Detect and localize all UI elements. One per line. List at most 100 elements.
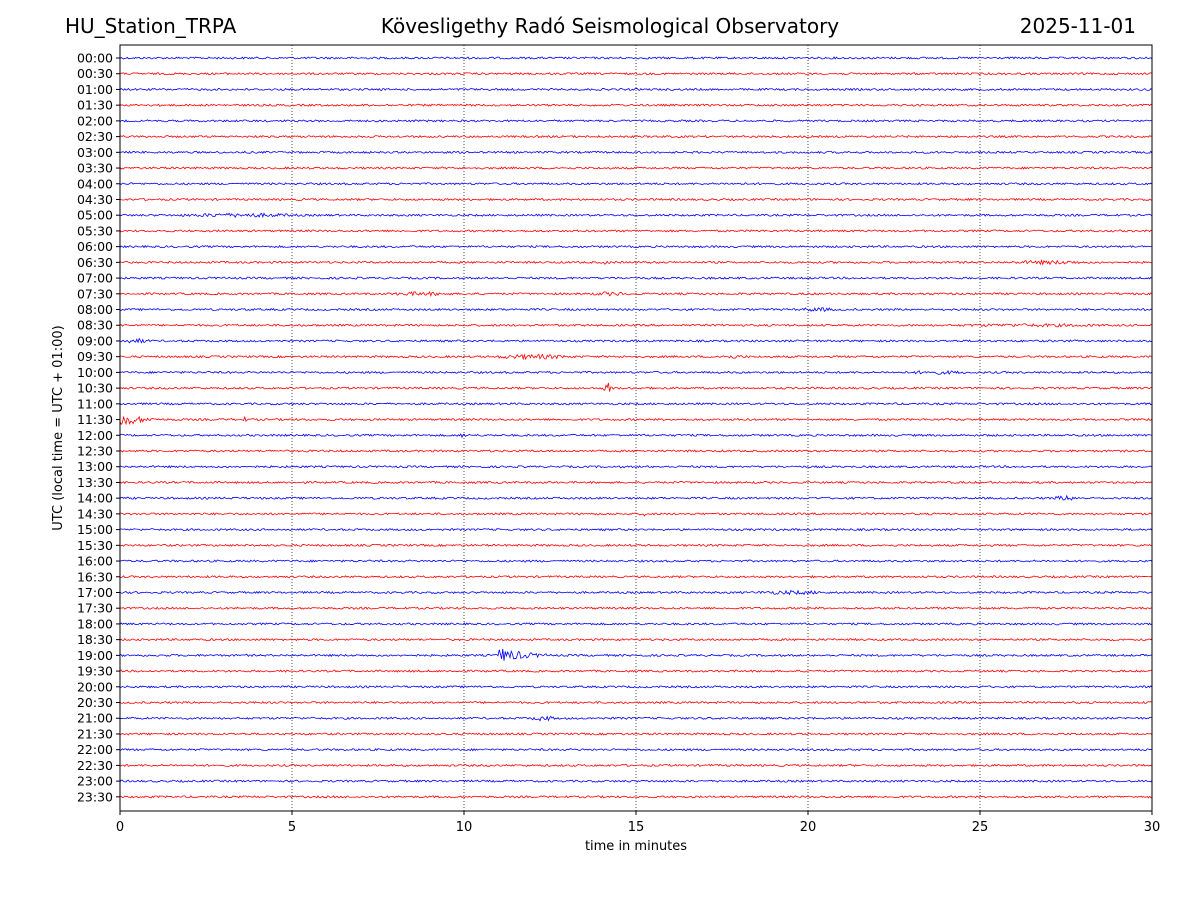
y-tick-label: 15:30 — [77, 538, 113, 553]
observatory-title: Kövesligethy Radó Seismological Observat… — [380, 14, 840, 38]
trace-2100 — [119, 715, 1153, 722]
y-tick-label: 11:00 — [77, 396, 113, 411]
trace-2130 — [119, 732, 1153, 736]
y-tick-label: 07:00 — [77, 271, 113, 286]
trace-0130 — [119, 103, 1153, 107]
y-tick-label: 19:30 — [77, 664, 113, 679]
trace-1730 — [119, 606, 1153, 610]
trace-0930 — [119, 353, 1153, 361]
trace-1000 — [119, 369, 1153, 375]
y-tick-label: 13:30 — [77, 475, 113, 490]
y-tick-label: 21:30 — [77, 726, 113, 741]
y-tick-label: 04:30 — [77, 192, 113, 207]
x-tick-label: 25 — [972, 820, 989, 835]
trace-0600 — [119, 244, 1153, 249]
trace-1830 — [119, 637, 1153, 642]
trace-0730 — [119, 290, 1153, 297]
y-tick-label: 18:30 — [77, 632, 113, 647]
trace-0500 — [119, 212, 1153, 219]
y-tick-label: 23:30 — [77, 789, 113, 804]
y-tick-label: 20:00 — [77, 679, 113, 694]
trace-0530 — [119, 229, 1153, 233]
y-tick-label: 18:00 — [77, 616, 113, 631]
trace-1930 — [119, 669, 1153, 673]
x-tick-label: 15 — [628, 820, 645, 835]
trace-0630 — [119, 259, 1153, 266]
y-tick-label: 04:00 — [77, 176, 113, 191]
trace-0400 — [119, 182, 1153, 186]
trace-2230 — [119, 763, 1153, 768]
y-tick-label: 13:00 — [77, 459, 113, 474]
y-tick-label: 20:30 — [77, 695, 113, 710]
x-axis-label: time in minutes — [585, 839, 687, 854]
trace-2000 — [119, 685, 1153, 689]
gridlines — [291, 45, 981, 811]
y-tick-label: 14:00 — [77, 491, 113, 506]
trace-0830 — [119, 323, 1153, 328]
station-name: HU_Station_TRPA — [65, 14, 237, 38]
y-tick-label: 11:30 — [77, 412, 113, 427]
y-tick-label: 01:30 — [77, 98, 113, 113]
trace-1130 — [119, 415, 1153, 426]
trace-1230 — [119, 449, 1153, 453]
x-ticks: 0 5 10 15 20 25 30 — [116, 811, 1160, 835]
y-tick-label: 10:30 — [77, 381, 113, 396]
trace-0900 — [119, 337, 1153, 344]
y-tick-label: 08:00 — [77, 302, 113, 317]
y-tick-label: 21:00 — [77, 711, 113, 726]
y-tick-label: 10:00 — [77, 365, 113, 380]
y-tick-label: 17:00 — [77, 585, 113, 600]
y-tick-label: 09:30 — [77, 349, 113, 364]
trace-0030 — [119, 72, 1153, 76]
y-tick-label: 14:30 — [77, 506, 113, 521]
y-tick-label: 02:00 — [77, 113, 113, 128]
y-tick-label: 22:00 — [77, 742, 113, 757]
trace-1100 — [119, 402, 1153, 406]
y-tick-label: 22:30 — [77, 758, 113, 773]
x-tick-label: 20 — [800, 820, 817, 835]
trace-1600 — [119, 559, 1153, 563]
trace-1530 — [119, 543, 1153, 547]
trace-0200 — [119, 119, 1153, 123]
trace-1200 — [119, 433, 1153, 439]
record-date: 2025-11-01 — [1019, 14, 1136, 38]
trace-2200 — [119, 747, 1153, 752]
x-tick-label: 30 — [1144, 820, 1161, 835]
trace-1430 — [119, 512, 1153, 517]
y-tick-label: 12:30 — [77, 444, 113, 459]
trace-1500 — [119, 527, 1153, 532]
y-tick-label: 00:30 — [77, 66, 113, 81]
trace-0300 — [119, 150, 1153, 154]
x-tick-label: 10 — [456, 820, 473, 835]
trace-1030 — [119, 382, 1153, 392]
trace-2330 — [119, 795, 1153, 799]
y-tick-label: 06:00 — [77, 239, 113, 254]
y-tick-label: 05:30 — [77, 223, 113, 238]
y-tick-label: 07:30 — [77, 286, 113, 301]
trace-0430 — [119, 197, 1153, 202]
trace-0000 — [119, 56, 1153, 60]
y-tick-label: 23:00 — [77, 774, 113, 789]
trace-0700 — [119, 276, 1153, 280]
trace-1800 — [119, 622, 1153, 626]
trace-1300 — [119, 465, 1153, 469]
y-tick-label: 16:30 — [77, 569, 113, 584]
y-ticks: 00:0000:3001:0001:3002:0002:3003:0003:30… — [77, 51, 120, 804]
trace-2030 — [119, 700, 1153, 705]
y-tick-label: 03:30 — [77, 161, 113, 176]
y-tick-label: 19:00 — [77, 648, 113, 663]
trace-0330 — [119, 166, 1153, 170]
trace-0800 — [119, 307, 1153, 312]
y-tick-label: 08:30 — [77, 318, 113, 333]
trace-1630 — [119, 575, 1153, 579]
trace-1700 — [119, 589, 1153, 596]
trace-1400 — [119, 494, 1153, 501]
y-tick-label: 06:30 — [77, 255, 113, 270]
trace-0100 — [119, 87, 1153, 92]
y-tick-label: 03:00 — [77, 145, 113, 160]
y-tick-label: 16:00 — [77, 554, 113, 569]
x-tick-label: 5 — [288, 820, 296, 835]
y-tick-label: 02:30 — [77, 129, 113, 144]
y-axis-label: UTC (local time = UTC + 01:00) — [51, 325, 66, 530]
